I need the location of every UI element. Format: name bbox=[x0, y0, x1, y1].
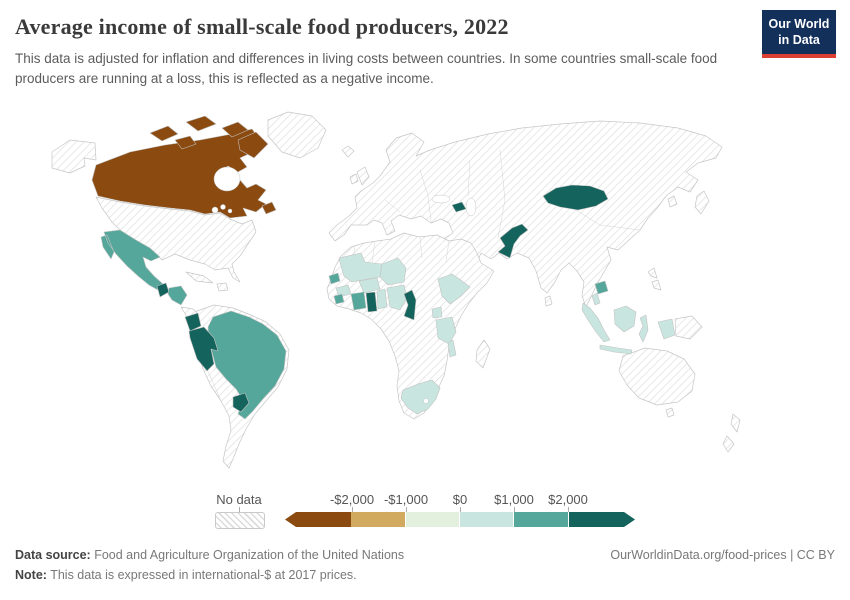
country-tanzania[interactable] bbox=[435, 316, 457, 345]
great-lake bbox=[211, 206, 219, 214]
caspian-sea bbox=[465, 197, 477, 217]
region-uk[interactable] bbox=[356, 166, 370, 186]
lesotho bbox=[423, 398, 429, 404]
legend-tick bbox=[406, 507, 407, 512]
country-cote-divoire[interactable] bbox=[350, 291, 367, 311]
page-subtitle: This data is adjusted for inflation and … bbox=[15, 51, 718, 87]
region-eurasia[interactable] bbox=[328, 120, 723, 308]
water-bodies bbox=[211, 166, 477, 404]
legend-tick-label: -$1,000 bbox=[383, 492, 429, 507]
region-madagascar[interactable] bbox=[475, 339, 491, 369]
country-mexico[interactable] bbox=[100, 229, 164, 291]
legend-tick bbox=[460, 507, 461, 512]
black-sea bbox=[431, 194, 451, 204]
legend-tick-label: $2,000 bbox=[548, 492, 588, 507]
legend-tick-label: -$2,000 bbox=[329, 492, 375, 507]
country-ethiopia[interactable] bbox=[437, 273, 471, 305]
data-source-label: Data source: bbox=[15, 548, 91, 562]
data-source-text: Food and Agriculture Organization of the… bbox=[90, 548, 405, 562]
note-text: This data is expressed in international-… bbox=[46, 568, 357, 582]
legend-tick bbox=[514, 507, 515, 512]
legend-band-pale-green[interactable] bbox=[405, 512, 460, 527]
legend-tick bbox=[568, 507, 569, 512]
region-hispaniola[interactable] bbox=[216, 282, 229, 292]
country-ecuador[interactable] bbox=[184, 312, 202, 332]
country-cameroon[interactable] bbox=[403, 289, 417, 321]
footer-link[interactable]: OurWorldinData.org/food-prices | CC BY bbox=[610, 548, 835, 562]
owid-logo-line2: in Data bbox=[778, 32, 820, 47]
region-australia[interactable] bbox=[618, 347, 696, 406]
page-title: Average income of small-scale food produ… bbox=[15, 14, 509, 39]
region-sri-lanka[interactable] bbox=[544, 295, 553, 307]
no-data-tick bbox=[239, 507, 240, 512]
country-niger[interactable] bbox=[379, 257, 407, 286]
region-tasmania[interactable] bbox=[665, 407, 675, 418]
region-new-guinea-east[interactable] bbox=[674, 315, 703, 340]
note-label: Note: bbox=[15, 568, 47, 582]
country-pakistan[interactable] bbox=[497, 223, 529, 259]
country-burkina-faso[interactable] bbox=[358, 277, 381, 294]
country-sierra-leone[interactable] bbox=[333, 293, 345, 305]
no-data-swatch[interactable] bbox=[215, 512, 265, 529]
region-alaska[interactable] bbox=[51, 139, 97, 174]
owid-logo[interactable]: Our World in Data bbox=[762, 10, 836, 59]
country-togo-benin[interactable] bbox=[376, 288, 388, 310]
legend-tick-label: $1,000 bbox=[494, 492, 534, 507]
country-malaysia[interactable] bbox=[591, 292, 601, 306]
legend-band-tan[interactable] bbox=[351, 512, 405, 527]
country-nigeria[interactable] bbox=[386, 284, 408, 311]
country-mongolia[interactable] bbox=[542, 184, 609, 211]
country-uganda[interactable] bbox=[431, 306, 443, 319]
legend-band-dark-teal[interactable] bbox=[569, 512, 635, 527]
region-japan[interactable] bbox=[694, 190, 710, 215]
region-ireland[interactable] bbox=[349, 173, 359, 185]
country-brazil[interactable] bbox=[207, 310, 287, 420]
region-new-zealand[interactable] bbox=[722, 413, 741, 453]
country-guatemala[interactable] bbox=[156, 282, 170, 298]
legend-tick bbox=[352, 507, 353, 512]
map-legend: No data -$2,000 -$1,000 $0 $1,000 $2,000 bbox=[0, 492, 850, 540]
legend-band-light-teal[interactable] bbox=[460, 512, 514, 527]
great-lake bbox=[227, 208, 233, 214]
no-data-label: No data bbox=[216, 492, 262, 507]
region-cuba[interactable] bbox=[185, 271, 214, 284]
footer-source-line: Data source: Food and Agriculture Organi… bbox=[15, 545, 835, 565]
legend-band-brown[interactable] bbox=[285, 512, 352, 527]
country-honduras-nicaragua[interactable] bbox=[167, 285, 188, 306]
legend-bar bbox=[285, 512, 635, 527]
country-paraguay[interactable] bbox=[232, 392, 250, 413]
legend-tick-label: $0 bbox=[452, 492, 468, 507]
country-cambodia[interactable] bbox=[594, 280, 609, 295]
country-senegal[interactable] bbox=[328, 272, 341, 285]
owid-logo-line1: Our World bbox=[768, 17, 830, 31]
legend-colorbar: -$2,000 -$1,000 $0 $1,000 $2,000 bbox=[285, 492, 635, 527]
footer-note-line: Note: This data is expressed in internat… bbox=[15, 565, 835, 585]
region-korea[interactable] bbox=[667, 195, 678, 208]
header: Average income of small-scale food produ… bbox=[0, 0, 850, 90]
country-canada-arctic-islands[interactable] bbox=[149, 115, 277, 215]
country-south-africa[interactable] bbox=[400, 379, 441, 415]
region-philippines[interactable] bbox=[647, 267, 662, 291]
region-iceland[interactable] bbox=[341, 145, 355, 158]
great-lake bbox=[220, 204, 226, 210]
country-indonesia[interactable] bbox=[581, 302, 676, 355]
region-greenland[interactable] bbox=[267, 111, 327, 159]
legend-band-medium-teal[interactable] bbox=[514, 512, 568, 527]
world-map bbox=[0, 100, 850, 480]
country-peru[interactable] bbox=[188, 326, 219, 372]
footer: Data source: Food and Agriculture Organi… bbox=[15, 545, 835, 585]
hudson-bay bbox=[213, 166, 241, 192]
country-ghana[interactable] bbox=[365, 291, 378, 313]
country-mali[interactable] bbox=[338, 252, 383, 283]
country-malawi[interactable] bbox=[447, 339, 457, 358]
